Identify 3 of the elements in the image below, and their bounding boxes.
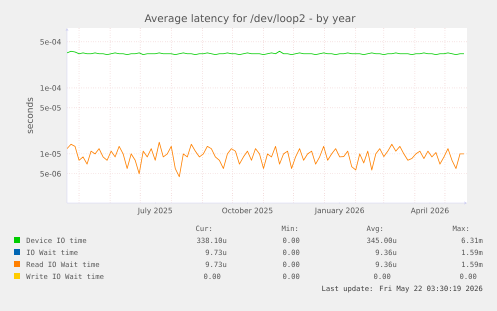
y-axis-title: seconds: [26, 98, 33, 134]
chart-title: Average latency for /dev/loop2 - by year: [144, 14, 356, 24]
line-series: [67, 142, 464, 178]
